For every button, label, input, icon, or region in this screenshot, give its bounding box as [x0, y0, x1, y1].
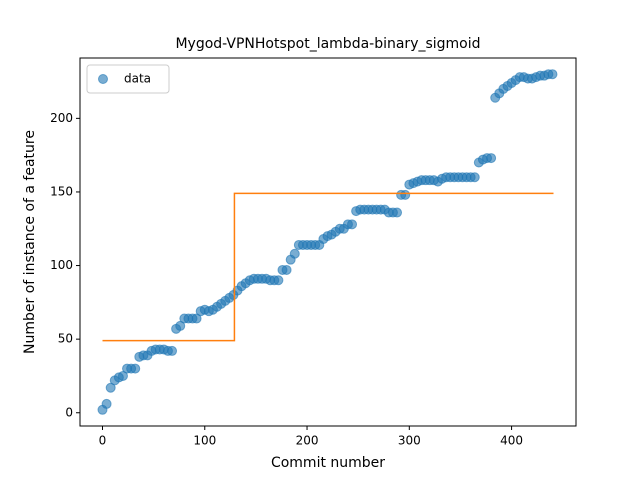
x-tick-label: 0	[99, 434, 107, 448]
data-point	[486, 153, 497, 164]
legend-box	[86, 64, 170, 94]
x-axis-label: Commit number	[271, 455, 385, 471]
data-point	[130, 363, 141, 374]
chart-title: Mygod-VPNHotspot_lambda-binary_sigmoid	[175, 36, 480, 52]
x-tick-label: 300	[398, 434, 421, 448]
data-point	[167, 345, 178, 356]
y-tick-label: 100	[50, 258, 73, 272]
plot-area	[97, 69, 558, 415]
data-point	[347, 219, 358, 230]
y-tick-label: 50	[58, 332, 73, 346]
y-tick-label: 0	[65, 405, 73, 419]
x-tick-label: 400	[500, 434, 523, 448]
x-tick-label: 200	[296, 434, 319, 448]
data-point	[400, 189, 411, 200]
x-tick-label: 100	[193, 434, 216, 448]
legend-marker	[98, 74, 108, 84]
axes-frame	[79, 57, 577, 427]
data-point	[273, 275, 284, 286]
y-axis-label: Number of instance of a feature	[22, 130, 38, 354]
data-point	[547, 69, 558, 80]
data-point	[289, 248, 300, 259]
data-point	[281, 264, 292, 275]
line-series	[102, 192, 554, 342]
y-tick-label: 150	[50, 184, 73, 198]
y-tick-label: 200	[50, 111, 73, 125]
data-point	[392, 207, 403, 218]
legend-label: data	[124, 72, 151, 86]
data-point	[101, 398, 112, 409]
data-point	[469, 172, 480, 183]
